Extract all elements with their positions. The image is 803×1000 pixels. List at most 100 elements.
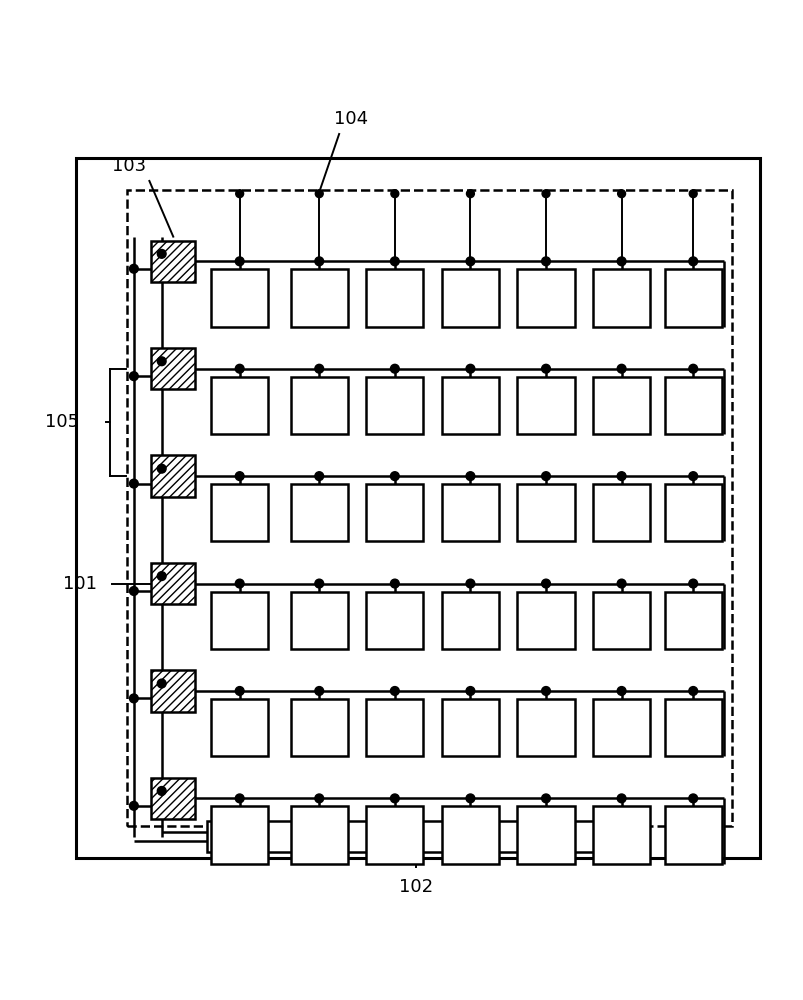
Bar bbox=[441, 269, 499, 327]
Circle shape bbox=[617, 472, 626, 481]
Circle shape bbox=[466, 190, 474, 198]
Bar bbox=[290, 699, 348, 756]
Bar bbox=[593, 484, 650, 541]
Circle shape bbox=[617, 257, 626, 266]
Circle shape bbox=[315, 579, 324, 588]
Circle shape bbox=[157, 679, 166, 688]
Bar bbox=[151, 241, 195, 282]
Circle shape bbox=[466, 364, 475, 373]
Bar bbox=[516, 377, 574, 434]
Bar bbox=[664, 377, 721, 434]
Circle shape bbox=[541, 794, 550, 803]
Bar bbox=[365, 806, 423, 864]
Bar bbox=[128, 190, 732, 826]
Circle shape bbox=[688, 190, 696, 198]
Circle shape bbox=[688, 364, 697, 373]
Circle shape bbox=[315, 364, 324, 373]
Circle shape bbox=[235, 579, 244, 588]
Circle shape bbox=[541, 257, 550, 266]
Text: 102: 102 bbox=[398, 878, 433, 896]
Bar bbox=[210, 484, 268, 541]
Bar bbox=[593, 699, 650, 756]
Circle shape bbox=[157, 572, 166, 580]
Bar bbox=[75, 158, 759, 858]
Circle shape bbox=[466, 794, 475, 803]
Circle shape bbox=[129, 372, 138, 381]
Bar bbox=[664, 269, 721, 327]
Circle shape bbox=[390, 579, 399, 588]
Circle shape bbox=[129, 801, 138, 810]
Bar bbox=[290, 269, 348, 327]
Circle shape bbox=[688, 794, 697, 803]
Circle shape bbox=[235, 190, 243, 198]
Bar bbox=[664, 699, 721, 756]
Bar bbox=[516, 806, 574, 864]
Circle shape bbox=[235, 472, 244, 481]
Circle shape bbox=[466, 687, 475, 695]
Circle shape bbox=[235, 257, 244, 266]
Bar bbox=[290, 806, 348, 864]
Bar bbox=[441, 377, 499, 434]
Bar bbox=[151, 670, 195, 712]
Circle shape bbox=[466, 472, 475, 481]
Circle shape bbox=[541, 364, 550, 373]
Circle shape bbox=[315, 687, 324, 695]
Circle shape bbox=[617, 364, 626, 373]
Bar bbox=[365, 269, 423, 327]
Bar bbox=[365, 377, 423, 434]
Circle shape bbox=[541, 472, 550, 481]
Bar bbox=[365, 484, 423, 541]
Bar bbox=[664, 592, 721, 649]
Circle shape bbox=[688, 472, 697, 481]
Bar bbox=[151, 455, 195, 497]
Bar bbox=[441, 592, 499, 649]
Bar bbox=[210, 592, 268, 649]
Circle shape bbox=[390, 364, 399, 373]
Circle shape bbox=[617, 579, 626, 588]
Bar bbox=[593, 592, 650, 649]
Circle shape bbox=[617, 794, 626, 803]
Circle shape bbox=[157, 357, 166, 366]
Circle shape bbox=[466, 579, 475, 588]
Bar bbox=[290, 377, 348, 434]
Bar bbox=[441, 699, 499, 756]
Bar bbox=[664, 484, 721, 541]
Circle shape bbox=[157, 464, 166, 473]
Circle shape bbox=[390, 687, 399, 695]
Bar bbox=[210, 699, 268, 756]
Bar bbox=[290, 484, 348, 541]
Bar bbox=[290, 592, 348, 649]
Circle shape bbox=[157, 787, 166, 795]
Circle shape bbox=[617, 190, 625, 198]
Text: 103: 103 bbox=[112, 157, 146, 175]
Circle shape bbox=[315, 257, 324, 266]
Circle shape bbox=[315, 472, 324, 481]
Circle shape bbox=[129, 264, 138, 273]
Circle shape bbox=[688, 579, 697, 588]
Bar bbox=[441, 484, 499, 541]
Text: 101: 101 bbox=[63, 575, 96, 593]
Circle shape bbox=[617, 687, 626, 695]
Circle shape bbox=[688, 687, 697, 695]
Bar bbox=[151, 563, 195, 604]
Circle shape bbox=[315, 794, 324, 803]
Circle shape bbox=[235, 364, 244, 373]
Bar bbox=[210, 377, 268, 434]
Bar bbox=[207, 821, 624, 852]
Bar bbox=[151, 348, 195, 389]
Circle shape bbox=[129, 694, 138, 703]
Bar bbox=[365, 592, 423, 649]
Circle shape bbox=[315, 190, 323, 198]
Circle shape bbox=[541, 190, 549, 198]
Text: 104: 104 bbox=[333, 110, 368, 128]
Circle shape bbox=[541, 579, 550, 588]
Bar bbox=[441, 806, 499, 864]
Bar bbox=[664, 806, 721, 864]
Bar bbox=[593, 377, 650, 434]
Bar bbox=[210, 269, 268, 327]
Circle shape bbox=[157, 249, 166, 258]
Circle shape bbox=[390, 190, 398, 198]
Circle shape bbox=[466, 257, 475, 266]
Circle shape bbox=[688, 257, 697, 266]
Bar bbox=[516, 592, 574, 649]
